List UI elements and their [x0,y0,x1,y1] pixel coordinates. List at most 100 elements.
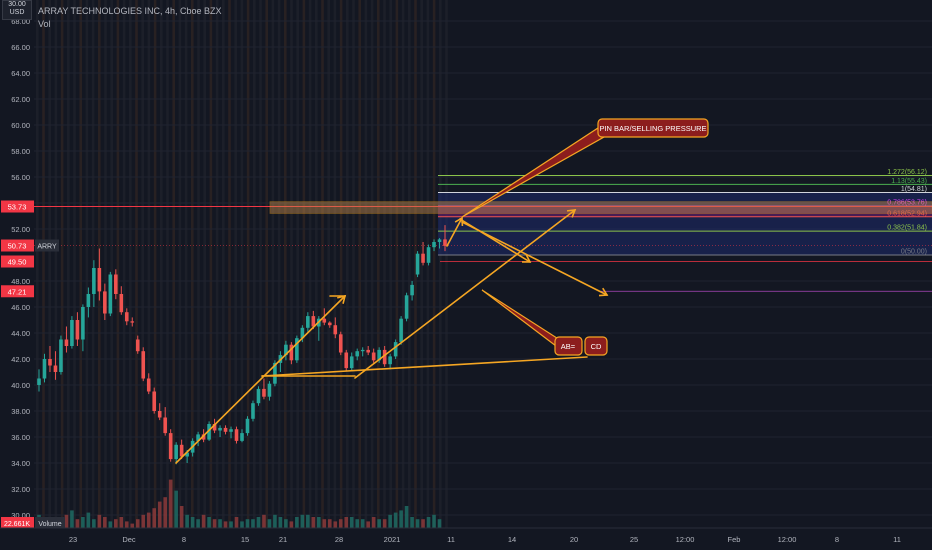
session-stripe [240,0,244,528]
triangle-lower-line[interactable] [261,356,588,377]
candle-body [289,344,294,361]
candle-body [53,365,58,372]
fib-level-label: 0.786(53.76) [887,200,927,207]
volume-bar [256,517,261,528]
price-tick-label: 64.00 [11,69,30,78]
volume-bar [322,519,327,528]
projection-line-2[interactable] [461,221,608,296]
candle-body [338,334,343,353]
price-tick-label: 46.00 [11,303,30,312]
fib-extension[interactable]: 1.272(56.12) 1.13(55.43)1(54.81) 0.786(53.… [34,169,932,292]
volume-bar [338,519,343,528]
volume-bar [97,514,102,528]
session-stripe [85,0,89,528]
fib-level-label: 0(50.00) [901,249,927,256]
volume-bar [278,517,283,528]
volume-bar [273,514,277,528]
candle-body [399,318,403,343]
session-stripe [401,0,405,528]
candle-body [185,452,189,457]
ab-label: AB= [561,342,576,351]
price-tick-label: 38.00 [11,407,30,416]
session-stripe [153,0,157,528]
price-tick-label: 36.00 [11,433,30,442]
candle-body [344,352,349,369]
candle-body [366,349,370,353]
volume-bar [355,519,360,528]
candle-body [426,247,431,263]
session-stripe [352,0,355,528]
fib-zone [438,192,932,255]
session-stripe [370,0,374,528]
up-tick-line[interactable] [446,217,463,247]
volume-bar [223,521,228,528]
session-stripe [439,0,442,528]
candle-body [64,339,69,346]
ab-label-box[interactable] [554,336,583,356]
time-tick-label: 14 [508,535,516,544]
annotation-drawings[interactable]: PIN BAR/SELLING PRESSURE AB= CD [175,118,709,464]
candle-body [119,294,124,313]
candle-body [179,444,184,457]
candle-body [284,344,288,356]
candle-body [306,316,310,328]
session-stripe [389,0,392,528]
candle-body [333,325,338,335]
volume-bar [432,514,436,528]
candle-body [349,356,354,369]
candle-body [37,378,41,385]
currency-selector[interactable]: 30.00 USD [2,0,32,20]
fib-zone-golden [438,206,932,217]
session-stripe [414,0,417,528]
cd-leg-line[interactable] [354,209,576,379]
volume-bar [262,514,266,528]
price-label-badge [1,255,34,268]
projection-arrowhead-1 [521,254,532,263]
volume-bar [234,517,239,528]
chart-header: ARRAY TECHNOLOGIES INC, 4h, Cboe BZX Vol [38,5,222,31]
candle-body [103,291,107,314]
session-stripe [364,0,368,528]
candle-body [218,427,222,431]
price-label: 53.73 [8,203,27,212]
ab-leg-line[interactable] [175,295,346,464]
session-stripe [377,0,380,528]
price-axis[interactable]: 30.00 32.00 34.00 36.00 38.00 40.00 42.00 44.00… [0,0,65,529]
session-stripe [383,0,386,528]
session-stripe [277,0,281,528]
price-label: 47.21 [8,287,27,296]
session-stripe [54,0,58,528]
volume-bar [168,479,173,528]
session-stripe [203,0,206,528]
price-tick-label: 68.00 [11,17,30,26]
time-tick-label: 20 [570,535,578,544]
volume-bar [86,512,91,528]
volume-bar [135,519,140,528]
volume-bar [349,517,354,528]
candle-body [388,356,392,365]
candle-body [146,378,151,392]
session-stripe [346,0,349,528]
session-stripe [315,0,318,528]
session-stripe [358,0,361,528]
volume-bar [399,510,403,528]
candle-body [81,307,85,340]
currency-top-value: 30.00 [8,1,26,8]
session-stripe [79,0,82,528]
time-axis[interactable]: 23 Dec 8 15 21 28 2021 11 14 20 25 12:00 Feb 12:00 8 11 [0,527,932,550]
price-tick-label: 62.00 [11,95,30,104]
volume-bar [306,514,310,528]
cd-label-box[interactable] [584,336,608,356]
candle-body [124,312,129,322]
session-stripe [234,0,237,528]
candle-body [152,391,157,411]
price-tick-label: 48.00 [11,277,30,286]
pin-bar-label-box[interactable] [597,118,709,138]
volume-bar [146,512,151,528]
candle-body [393,342,398,357]
volume-bar [141,514,146,528]
candle-body [322,318,327,323]
time-tick-label: 8 [182,535,186,544]
candle-body [163,417,167,434]
